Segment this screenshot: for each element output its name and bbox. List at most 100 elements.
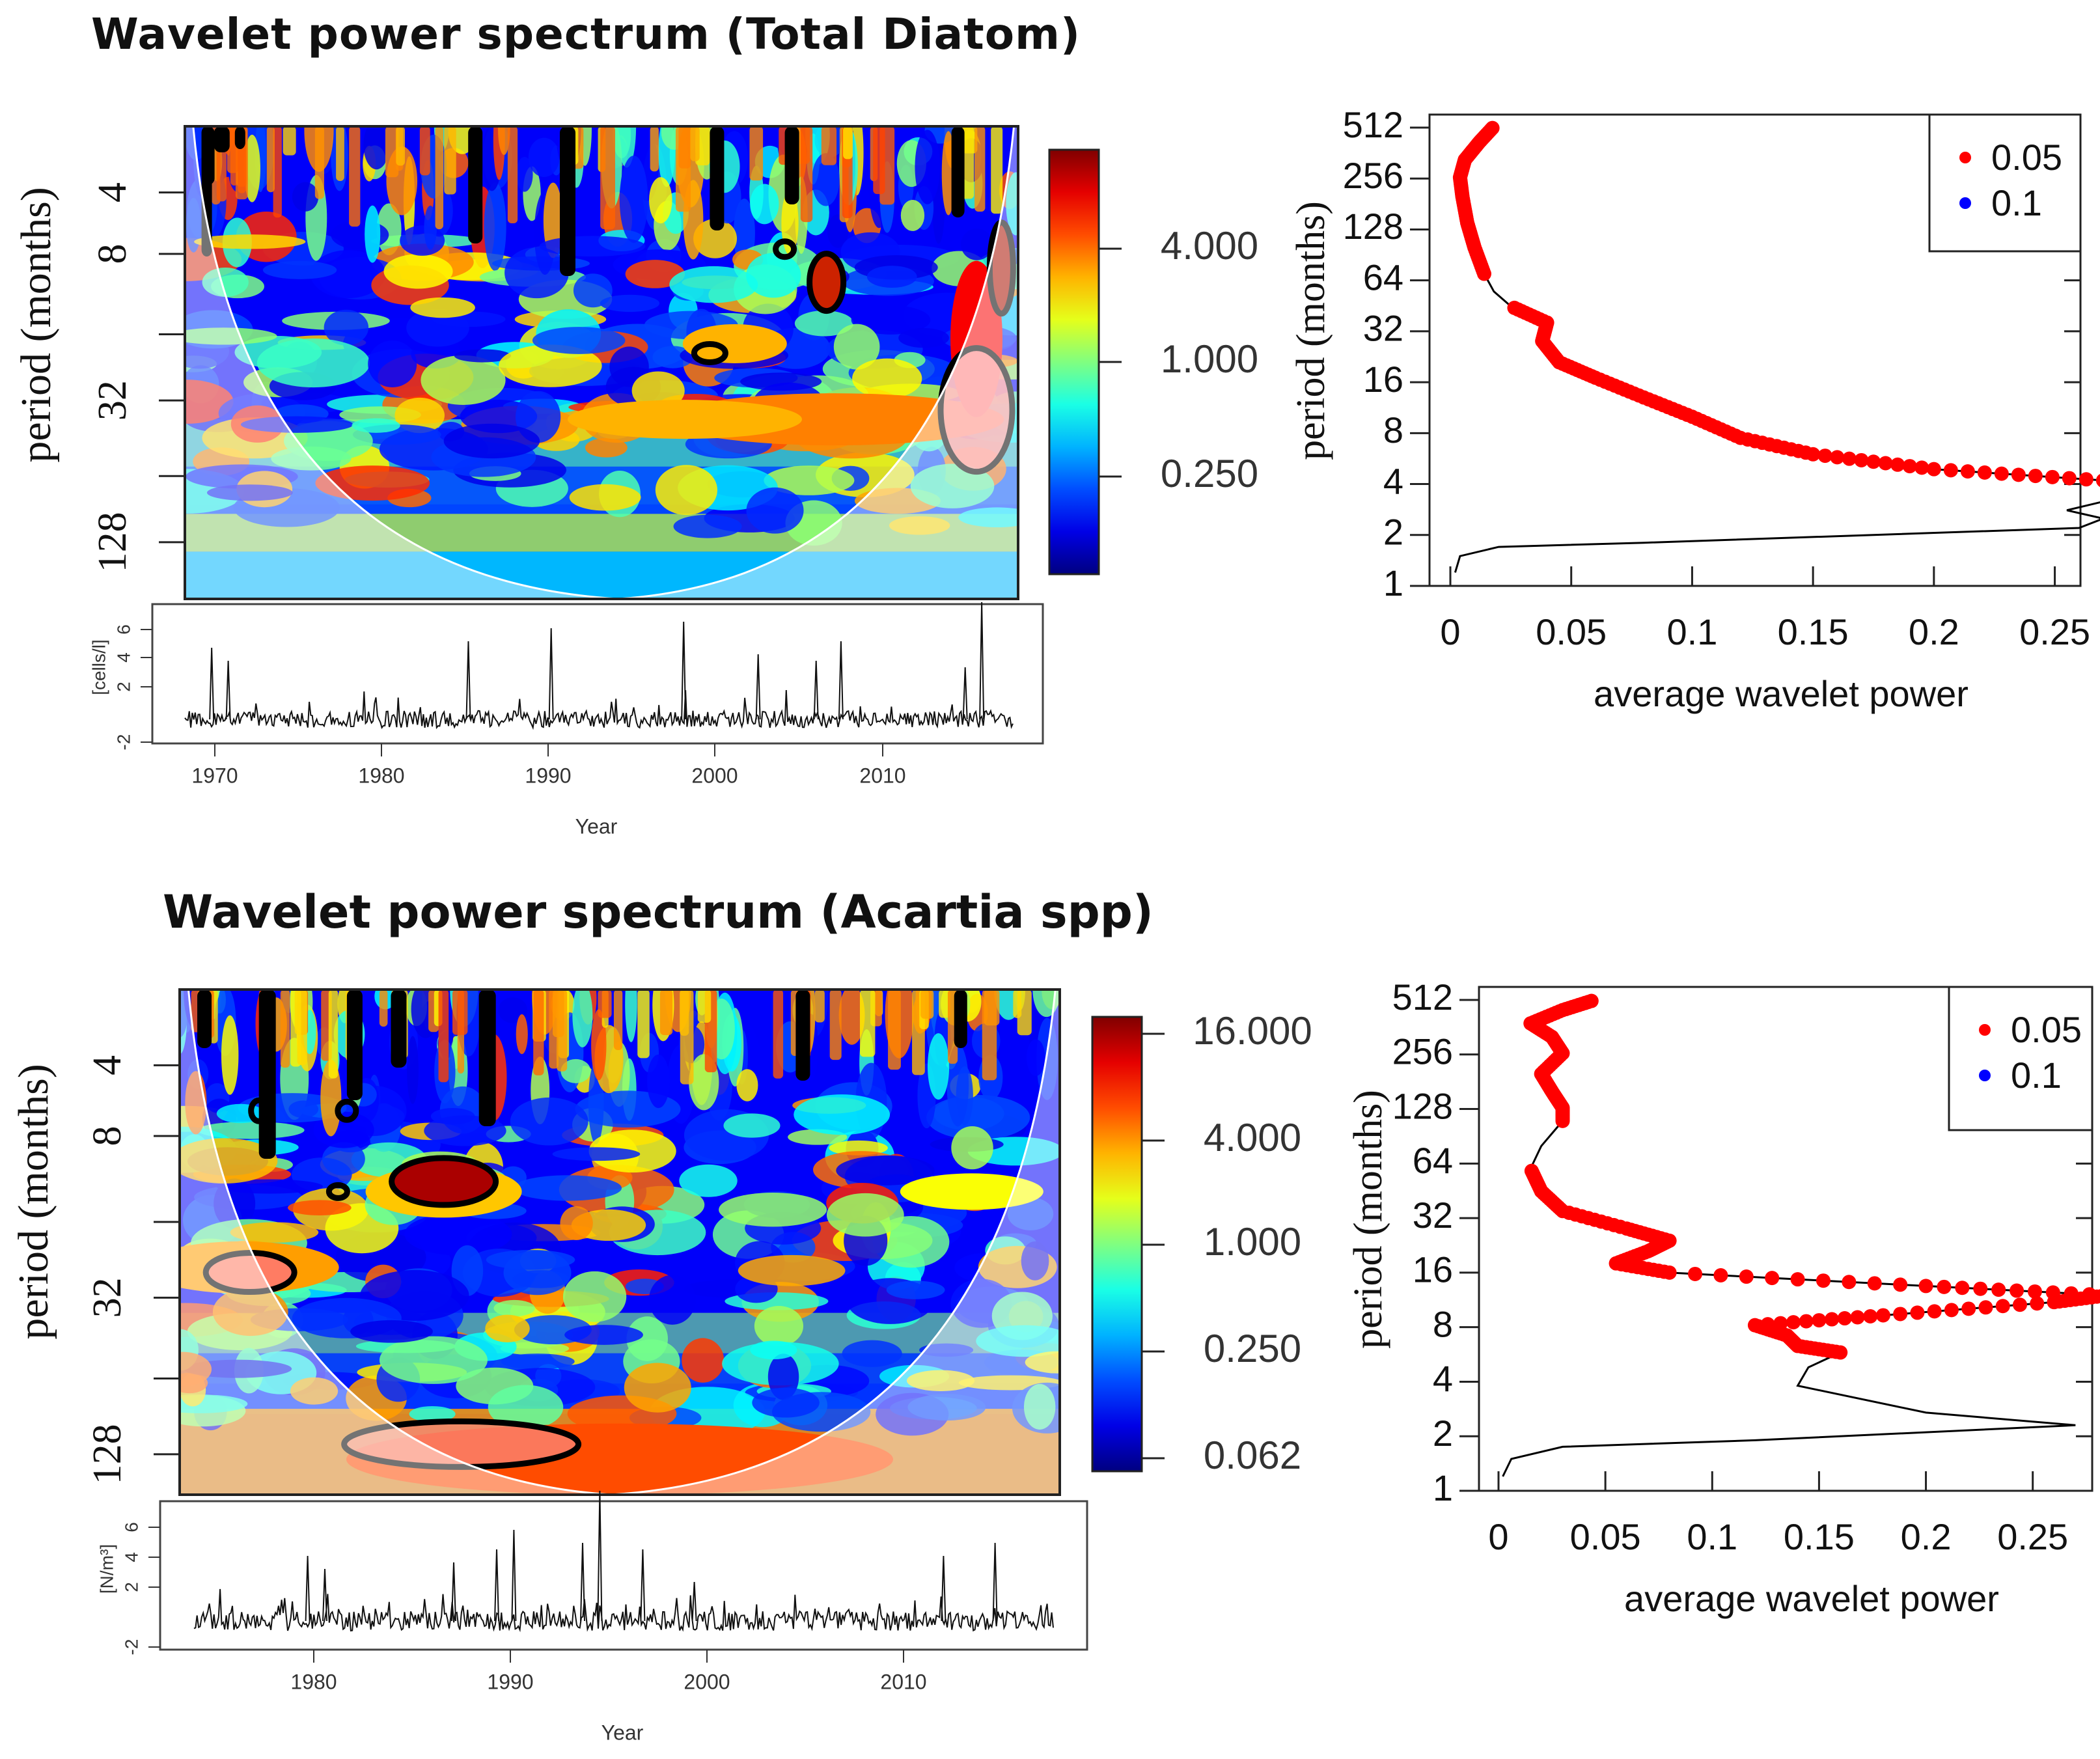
x-tick-label: 1970	[191, 764, 238, 787]
significance-contour	[951, 126, 965, 217]
heatmap-blob	[736, 1069, 758, 1101]
significant-point	[2028, 469, 2043, 484]
significant-point	[1866, 454, 1881, 469]
heatmap-hotspot	[900, 1173, 1043, 1210]
significant-point	[1944, 1303, 1959, 1318]
avg-y-tick-label: 4	[1383, 460, 1403, 501]
heatmap-blob	[409, 1406, 456, 1422]
colorbar-tick-label: 1.000	[1204, 1220, 1301, 1264]
avg-y-tick-label: 1	[1433, 1467, 1453, 1508]
significant-point	[1878, 456, 1893, 471]
heatmap-blob	[1023, 1383, 1056, 1430]
heatmap-blob	[443, 423, 540, 459]
heatmap-blob	[746, 487, 804, 534]
x-tick-label: 2010	[880, 1670, 926, 1693]
x-axis-label: Year	[601, 1721, 644, 1744]
significant-point	[1927, 1304, 1942, 1319]
heatmap-streak	[821, 126, 837, 165]
x-axis-label: Year	[575, 814, 618, 838]
avg-x-tick-label: 0.15	[1784, 1516, 1855, 1557]
avg-y-tick-label: 256	[1343, 155, 1403, 196]
heatmap-streak	[991, 126, 1003, 214]
heatmap-streak	[814, 990, 825, 1023]
significant-point	[1799, 1314, 1814, 1329]
y-axis-label: period (months)	[10, 1064, 57, 1339]
heatmap-blob	[719, 1192, 827, 1227]
heatmap-blob	[206, 484, 293, 501]
significant-point	[1760, 1317, 1775, 1332]
legend-label: 0.05	[1991, 137, 2062, 178]
heatmap-blob	[383, 254, 453, 289]
heatmap-blob	[528, 137, 560, 177]
heatmap-streak	[283, 126, 296, 156]
heatmap-blob	[682, 1338, 725, 1383]
timeseries-frame	[151, 603, 1044, 745]
avg-y-tick-label: 32	[1413, 1195, 1453, 1236]
heatmap-blob	[915, 130, 940, 204]
legend-label: 0.1	[1991, 182, 2042, 223]
x-tick-label: 1990	[525, 764, 571, 787]
heatmap-blob	[591, 1009, 607, 1081]
significance-contour	[234, 126, 245, 149]
heatmap-blob	[221, 1015, 239, 1095]
significance-contour	[258, 990, 276, 1159]
significant-point	[1893, 1277, 1908, 1292]
legend-label: 0.1	[2011, 1055, 2062, 1096]
heatmap-blob	[750, 184, 779, 225]
heatmap-streak	[273, 126, 282, 218]
colorbar-tick-label: 4.000	[1204, 1116, 1301, 1159]
significant-point	[1713, 1267, 1728, 1282]
significant-point	[1524, 1163, 1539, 1178]
heatmap-blob	[961, 229, 993, 260]
avg-x-tick-label: 0.15	[1778, 611, 1849, 652]
heatmap-blob	[609, 346, 649, 387]
significant-point	[1854, 452, 1869, 467]
avg-x-tick-label: 0.25	[2019, 611, 2090, 652]
avg-x-tick-label: 0.05	[1570, 1516, 1641, 1557]
significant-point	[1943, 463, 1958, 478]
chart-title-diatom: Wavelet power spectrum (Total Diatom)	[91, 9, 1081, 59]
avg-x-axis-label: average wavelet power	[1594, 673, 1969, 714]
colorbar-tick-label: 1.000	[1161, 337, 1258, 381]
significant-point	[1842, 451, 1857, 466]
heatmap-blob	[485, 1314, 530, 1343]
heatmap-streak	[939, 990, 951, 1018]
heatmap-blob	[754, 1305, 804, 1346]
heatmap-blob	[424, 205, 437, 250]
significant-point	[2045, 1285, 2060, 1300]
series-y-tick-label: 6	[113, 624, 133, 635]
y-tick-label: 32	[90, 380, 135, 421]
avg-y-tick-label: 1	[1383, 562, 1403, 603]
heatmap-blob	[1026, 1039, 1045, 1076]
significant-point	[2011, 467, 2026, 482]
significant-point	[1902, 459, 1917, 474]
heatmap-blob	[230, 1222, 319, 1243]
heatmap-blob	[410, 297, 475, 318]
heatmap-blob	[202, 267, 249, 297]
significance-contour	[478, 990, 496, 1126]
heatmap-blob	[501, 1353, 575, 1370]
heatmap-blob	[898, 327, 950, 348]
significant-point	[1955, 1281, 1970, 1295]
avg-y-tick-label: 32	[1363, 308, 1403, 349]
cone-of-influence-right	[611, 990, 1060, 1495]
significance-contour	[325, 1182, 350, 1201]
avg-power-significant-points	[1452, 120, 2100, 488]
avg-x-tick-label: 0	[1488, 1516, 1508, 1557]
series-y-label: [N/m³]	[96, 1544, 117, 1594]
significant-point	[1893, 1307, 1908, 1322]
heatmap-streak	[452, 990, 468, 1035]
heatmap-blob	[958, 507, 1018, 527]
heatmap-blob	[1006, 172, 1018, 236]
significant-point	[1977, 465, 1992, 480]
significance-contour	[335, 1098, 359, 1123]
heatmap-blob	[764, 465, 855, 495]
heatmap-streak	[438, 990, 449, 1083]
avg-y-tick-label: 512	[1392, 976, 1453, 1018]
heatmap-blob	[322, 1142, 365, 1176]
heatmap-blob	[493, 1299, 535, 1317]
heatmap-blob	[352, 418, 400, 433]
heatmap-blob	[624, 1363, 691, 1413]
significance-contour	[346, 990, 363, 1100]
heatmap-blob	[488, 1385, 564, 1430]
